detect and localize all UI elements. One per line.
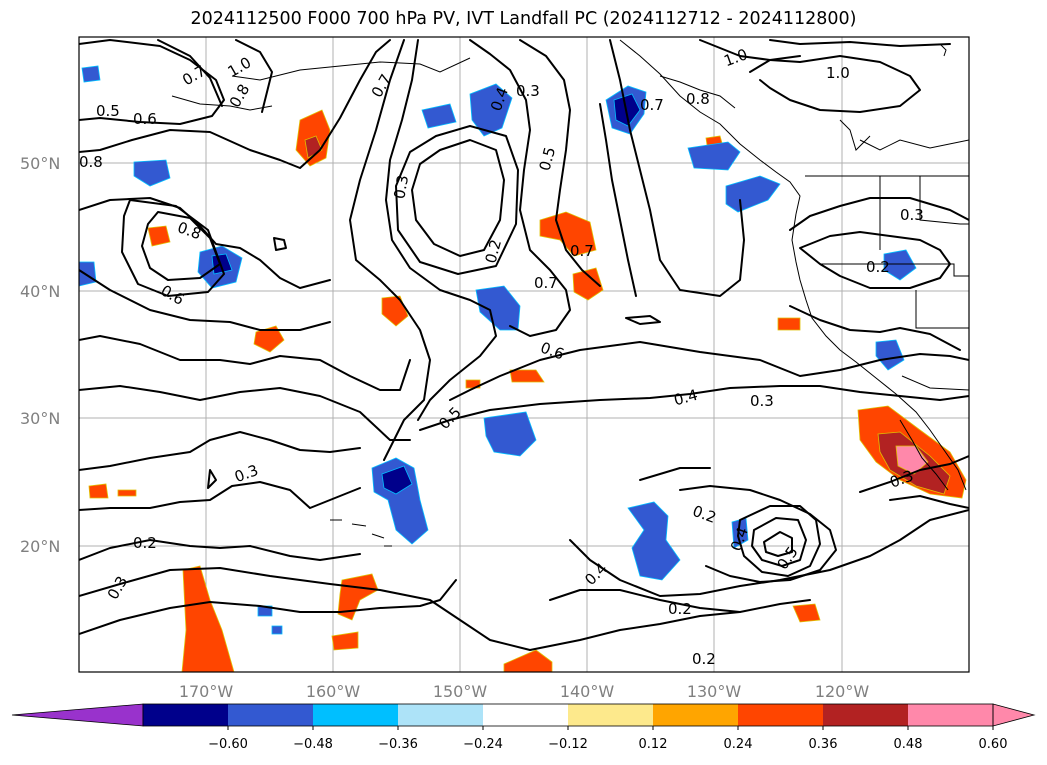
colorbar-tick-label: −0.24 [463,737,503,752]
colorbar-under-extension [11,703,144,727]
colorbar-bin [738,704,823,726]
colorbar: −0.60 −0.48 −0.36 −0.24 −0.12 0.12 0.24 0.36 0.4… [11,703,1036,752]
contour-label: 0.2 [668,600,692,618]
lon-label: 150°W [433,682,488,701]
contour-label: 0.7 [640,96,664,114]
colorbar-tick-label: 0.24 [724,737,753,752]
lon-label: 170°W [179,682,234,701]
lat-label: 40°N [20,282,60,301]
colorbar-tick-label: −0.12 [548,737,588,752]
lon-label: 160°W [306,682,361,701]
contour-lines [79,39,969,651]
colorbar-bin [823,704,908,726]
map-frame [78,36,970,673]
contour-label: 0.5 [536,145,560,173]
lat-label: 20°N [20,537,60,556]
contour-label: 1.0 [826,64,850,82]
contour-label: 0.7 [570,242,594,260]
contour-label: 0.4 [672,386,700,410]
colorbar-tick-label: 0.60 [979,737,1008,752]
map-title: 2024112500 F000 700 hPa PV, IVT Landfall… [190,9,857,29]
lat-label: 30°N [20,409,60,428]
contour-label: 0.8 [686,90,710,108]
colorbar-bin [483,704,568,726]
shading-negative [79,65,917,635]
lon-label: 120°W [815,682,870,701]
colorbar-bin [568,704,653,726]
colorbar-tick-label: 0.12 [639,737,668,752]
contour-label: 0.3 [900,206,924,224]
contour-label: 0.7 [534,274,558,292]
contour-label: 0.2 [133,534,157,552]
contour-label: 0.6 [133,110,157,128]
colorbar-tick-label: 0.36 [809,737,838,752]
colorbar-bin [653,704,738,726]
colorbar-tick-label: −0.36 [378,737,418,752]
latitude-labels: 50°N 40°N 30°N 20°N [20,154,60,556]
contour-label: 0.3 [390,174,412,201]
contour-label: 0.3 [750,392,774,410]
contour-label: 0.2 [482,238,506,266]
contour-label: 0.3 [516,82,540,100]
colorbar-over-extension [992,703,1036,727]
contour-label: 0.2 [866,258,890,276]
shading-positive [88,109,967,672]
colorbar-bin [398,704,483,726]
longitude-labels: 170°W 160°W 150°W 140°W 130°W 120°W [179,682,870,701]
coastlines [171,39,969,547]
map-panel: 0.7 1.0 0.8 0.5 0.6 0.8 0.8 0.7 0.4 0.3 … [79,37,969,672]
colorbar-bin [908,704,993,726]
contour-label: 0.5 [96,102,120,120]
contour-label: 0.8 [79,153,103,171]
colorbar-tick-label: 0.48 [894,737,923,752]
contour-label: 0.2 [692,650,716,668]
colorbar-bin [143,704,228,726]
lon-label: 130°W [687,682,742,701]
colorbar-tick-label: −0.48 [293,737,333,752]
colorbar-tick-label: −0.60 [208,737,248,752]
lat-label: 50°N [20,154,60,173]
colorbar-bin [228,704,313,726]
lon-label: 140°W [560,682,615,701]
colorbar-bin [313,704,398,726]
